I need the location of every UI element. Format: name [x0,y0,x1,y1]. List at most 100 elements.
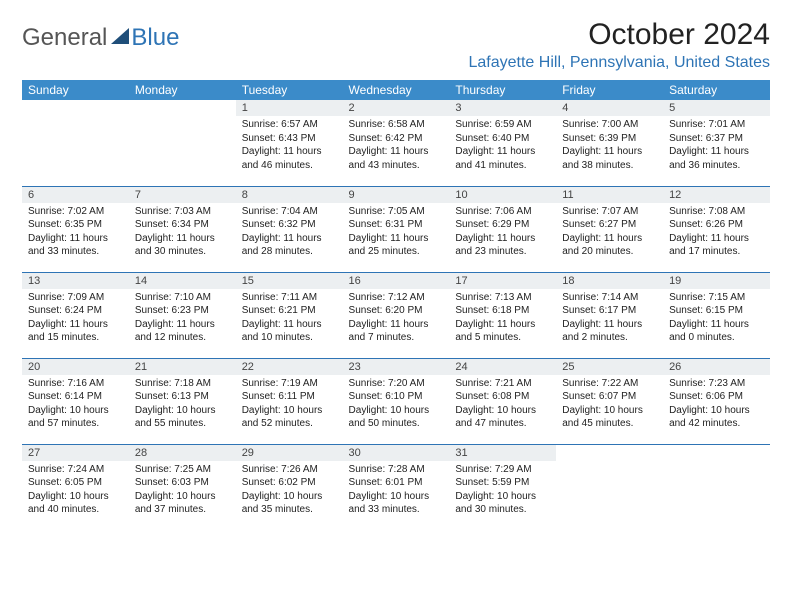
day-number [556,445,663,449]
sunset-text: Sunset: 6:42 PM [349,132,444,146]
calendar-day-cell: 5Sunrise: 7:01 AMSunset: 6:37 PMDaylight… [663,100,770,186]
sunset-text: Sunset: 6:18 PM [455,304,550,318]
calendar-day-cell: 8Sunrise: 7:04 AMSunset: 6:32 PMDaylight… [236,186,343,272]
day-number: 27 [22,445,129,461]
sunset-text: Sunset: 6:11 PM [242,390,337,404]
daylight-text: Daylight: 11 hours and 2 minutes. [562,318,657,345]
daylight-text: Daylight: 10 hours and 52 minutes. [242,404,337,431]
day-number: 10 [449,187,556,203]
day-details: Sunrise: 7:02 AMSunset: 6:35 PMDaylight:… [22,203,129,263]
day-number: 19 [663,273,770,289]
calendar-day-cell: 6Sunrise: 7:02 AMSunset: 6:35 PMDaylight… [22,186,129,272]
sunrise-text: Sunrise: 7:00 AM [562,118,657,132]
calendar-week-row: 27Sunrise: 7:24 AMSunset: 6:05 PMDayligh… [22,444,770,530]
calendar-day-cell [22,100,129,186]
day-details: Sunrise: 7:24 AMSunset: 6:05 PMDaylight:… [22,461,129,521]
calendar-day-cell: 15Sunrise: 7:11 AMSunset: 6:21 PMDayligh… [236,272,343,358]
daylight-text: Daylight: 11 hours and 41 minutes. [455,145,550,172]
day-number: 31 [449,445,556,461]
weekday-header: Thursday [449,80,556,100]
daylight-text: Daylight: 10 hours and 57 minutes. [28,404,123,431]
day-details: Sunrise: 7:10 AMSunset: 6:23 PMDaylight:… [129,289,236,349]
daylight-text: Daylight: 10 hours and 47 minutes. [455,404,550,431]
sunrise-text: Sunrise: 7:01 AM [669,118,764,132]
sunrise-text: Sunrise: 6:59 AM [455,118,550,132]
daylight-text: Daylight: 11 hours and 23 minutes. [455,232,550,259]
sunrise-text: Sunrise: 7:09 AM [28,291,123,305]
calendar-day-cell: 18Sunrise: 7:14 AMSunset: 6:17 PMDayligh… [556,272,663,358]
day-details: Sunrise: 7:12 AMSunset: 6:20 PMDaylight:… [343,289,450,349]
calendar-day-cell: 20Sunrise: 7:16 AMSunset: 6:14 PMDayligh… [22,358,129,444]
sunrise-text: Sunrise: 7:20 AM [349,377,444,391]
sunrise-text: Sunrise: 7:25 AM [135,463,230,477]
day-details: Sunrise: 7:19 AMSunset: 6:11 PMDaylight:… [236,375,343,435]
day-number: 28 [129,445,236,461]
weekday-header: Sunday [22,80,129,100]
daylight-text: Daylight: 10 hours and 30 minutes. [455,490,550,517]
sunset-text: Sunset: 6:27 PM [562,218,657,232]
sunset-text: Sunset: 6:29 PM [455,218,550,232]
sunset-text: Sunset: 6:20 PM [349,304,444,318]
sunset-text: Sunset: 6:03 PM [135,476,230,490]
sunset-text: Sunset: 6:07 PM [562,390,657,404]
logo-triangle-icon [111,28,129,44]
location-subtitle: Lafayette Hill, Pennsylvania, United Sta… [469,54,771,72]
logo-text-blue: Blue [131,24,179,52]
sunrise-text: Sunrise: 7:04 AM [242,205,337,219]
daylight-text: Daylight: 11 hours and 38 minutes. [562,145,657,172]
day-number: 17 [449,273,556,289]
daylight-text: Daylight: 11 hours and 12 minutes. [135,318,230,345]
daylight-text: Daylight: 11 hours and 0 minutes. [669,318,764,345]
calendar-day-cell: 12Sunrise: 7:08 AMSunset: 6:26 PMDayligh… [663,186,770,272]
weekday-header: Wednesday [343,80,450,100]
day-details: Sunrise: 7:09 AMSunset: 6:24 PMDaylight:… [22,289,129,349]
daylight-text: Daylight: 11 hours and 46 minutes. [242,145,337,172]
sunrise-text: Sunrise: 7:05 AM [349,205,444,219]
day-details: Sunrise: 7:16 AMSunset: 6:14 PMDaylight:… [22,375,129,435]
sunrise-text: Sunrise: 7:14 AM [562,291,657,305]
day-details: Sunrise: 7:29 AMSunset: 5:59 PMDaylight:… [449,461,556,521]
sunset-text: Sunset: 6:34 PM [135,218,230,232]
calendar-day-cell: 1Sunrise: 6:57 AMSunset: 6:43 PMDaylight… [236,100,343,186]
sunset-text: Sunset: 6:15 PM [669,304,764,318]
month-title: October 2024 [469,18,771,52]
day-details: Sunrise: 7:01 AMSunset: 6:37 PMDaylight:… [663,116,770,176]
sunrise-text: Sunrise: 7:06 AM [455,205,550,219]
day-details: Sunrise: 7:23 AMSunset: 6:06 PMDaylight:… [663,375,770,435]
daylight-text: Daylight: 11 hours and 36 minutes. [669,145,764,172]
daylight-text: Daylight: 11 hours and 7 minutes. [349,318,444,345]
day-details: Sunrise: 6:59 AMSunset: 6:40 PMDaylight:… [449,116,556,176]
day-details: Sunrise: 7:13 AMSunset: 6:18 PMDaylight:… [449,289,556,349]
daylight-text: Daylight: 11 hours and 15 minutes. [28,318,123,345]
calendar-day-cell: 29Sunrise: 7:26 AMSunset: 6:02 PMDayligh… [236,444,343,530]
sunrise-text: Sunrise: 7:28 AM [349,463,444,477]
day-number: 6 [22,187,129,203]
day-details: Sunrise: 7:08 AMSunset: 6:26 PMDaylight:… [663,203,770,263]
sunrise-text: Sunrise: 7:16 AM [28,377,123,391]
sunset-text: Sunset: 6:01 PM [349,476,444,490]
day-details: Sunrise: 7:04 AMSunset: 6:32 PMDaylight:… [236,203,343,263]
day-number: 3 [449,100,556,116]
sunrise-text: Sunrise: 7:12 AM [349,291,444,305]
day-number: 12 [663,187,770,203]
calendar-day-cell: 17Sunrise: 7:13 AMSunset: 6:18 PMDayligh… [449,272,556,358]
sunset-text: Sunset: 6:32 PM [242,218,337,232]
day-details: Sunrise: 7:18 AMSunset: 6:13 PMDaylight:… [129,375,236,435]
sunset-text: Sunset: 6:13 PM [135,390,230,404]
day-number: 15 [236,273,343,289]
day-number: 22 [236,359,343,375]
sunrise-text: Sunrise: 7:21 AM [455,377,550,391]
sunset-text: Sunset: 6:23 PM [135,304,230,318]
day-details: Sunrise: 6:57 AMSunset: 6:43 PMDaylight:… [236,116,343,176]
daylight-text: Daylight: 10 hours and 45 minutes. [562,404,657,431]
day-details: Sunrise: 7:00 AMSunset: 6:39 PMDaylight:… [556,116,663,176]
sunset-text: Sunset: 6:26 PM [669,218,764,232]
sunrise-text: Sunrise: 7:03 AM [135,205,230,219]
weekday-header: Monday [129,80,236,100]
day-details: Sunrise: 7:15 AMSunset: 6:15 PMDaylight:… [663,289,770,349]
sunrise-text: Sunrise: 7:07 AM [562,205,657,219]
day-number: 8 [236,187,343,203]
sunrise-text: Sunrise: 6:58 AM [349,118,444,132]
calendar-day-cell [556,444,663,530]
daylight-text: Daylight: 11 hours and 25 minutes. [349,232,444,259]
